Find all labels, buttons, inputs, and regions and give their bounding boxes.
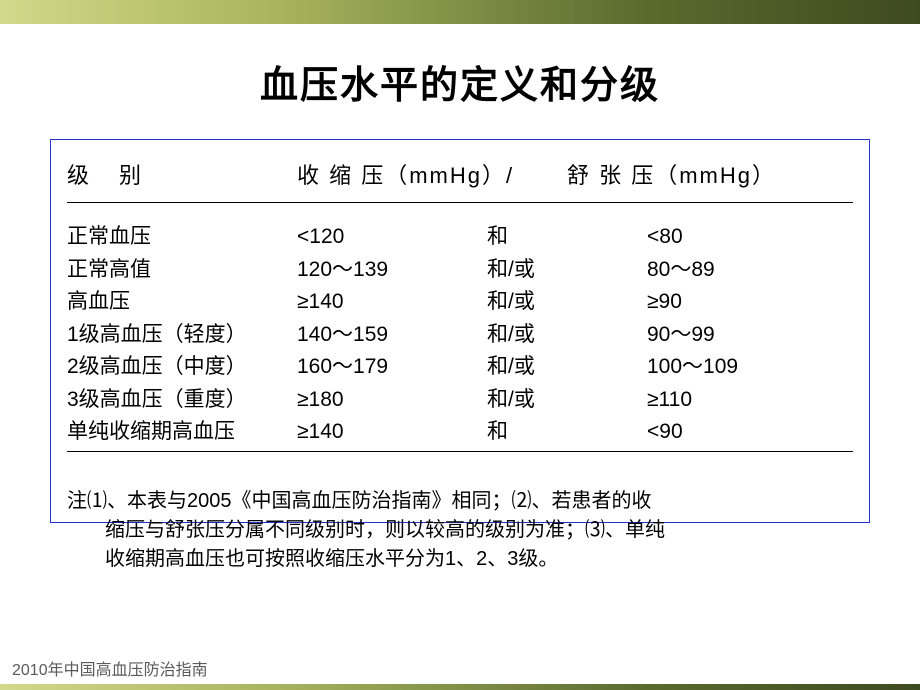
cell-systolic: ≥180 <box>297 384 487 417</box>
cell-systolic: ≥140 <box>297 286 487 319</box>
header-systolic: 收 缩 压（mmHg）/ <box>297 158 567 190</box>
cell-diastolic: 100～109 <box>647 351 847 384</box>
cell-conj: 和/或 <box>487 286 647 319</box>
cell-level: 单纯收缩期高血压 <box>67 416 297 449</box>
bp-table-container: 级 别 收 缩 压（mmHg）/ 舒 张 压（mmHg） 正常血压<120和<8… <box>50 139 870 523</box>
cell-conj: 和/或 <box>487 351 647 384</box>
cell-systolic: 120～139 <box>297 254 487 287</box>
bottom-gradient-bar <box>0 684 920 690</box>
cell-systolic: 140～159 <box>297 319 487 352</box>
cell-conj: 和 <box>487 416 647 449</box>
cell-diastolic: <80 <box>647 221 847 254</box>
table-row: 正常高值120～139和/或80～89 <box>67 254 853 287</box>
cell-conj: 和/或 <box>487 319 647 352</box>
top-gradient-bar <box>0 0 920 24</box>
table-row: 2级高血压（中度）160～179和/或100～109 <box>67 351 853 384</box>
footer-text: 2010年中国高血压防治指南 <box>12 656 208 680</box>
slide-content: 血压水平的定义和分级 级 别 收 缩 压（mmHg）/ 舒 张 压（mmHg） … <box>0 24 920 523</box>
cell-conj: 和 <box>487 221 647 254</box>
cell-diastolic: 80～89 <box>647 254 847 287</box>
cell-level: 正常高值 <box>67 254 297 287</box>
table-row: 正常血压<120和<80 <box>67 221 853 254</box>
table-bottom-rule <box>67 451 853 452</box>
note-line-1: 注⑴、本表与2005《中国高血压防治指南》相同；⑵、若患者的收 <box>67 490 652 512</box>
cell-level: 正常血压 <box>67 221 297 254</box>
cell-systolic: ≥140 <box>297 416 487 449</box>
header-level: 级 别 <box>67 158 297 190</box>
table-row: 单纯收缩期高血压≥140和<90 <box>67 416 853 449</box>
cell-level: 2级高血压（中度） <box>67 351 297 384</box>
table-header: 级 别 收 缩 压（mmHg）/ 舒 张 压（mmHg） <box>67 158 853 203</box>
header-diastolic: 舒 张 压（mmHg） <box>567 158 847 190</box>
cell-diastolic: ≥110 <box>647 384 847 417</box>
page-title: 血压水平的定义和分级 <box>50 54 870 109</box>
note-line-2: 缩压与舒张压分属不同级别时，则以较高的级别为准；⑶、单纯 <box>67 516 853 545</box>
cell-level: 3级高血压（重度） <box>67 384 297 417</box>
cell-diastolic: ≥90 <box>647 286 847 319</box>
cell-level: 1级高血压（轻度） <box>67 319 297 352</box>
cell-systolic: 160～179 <box>297 351 487 384</box>
cell-conj: 和/或 <box>487 254 647 287</box>
table-body: 正常血压<120和<80正常高值120～139和/或80～89高血压≥140和/… <box>67 203 853 449</box>
table-note: 注⑴、本表与2005《中国高血压防治指南》相同；⑵、若患者的收 缩压与舒张压分属… <box>67 487 853 574</box>
cell-diastolic: 90～99 <box>647 319 847 352</box>
cell-diastolic: <90 <box>647 416 847 449</box>
table-row: 1级高血压（轻度）140～159和/或90～99 <box>67 319 853 352</box>
table-row: 高血压≥140和/或≥90 <box>67 286 853 319</box>
cell-level: 高血压 <box>67 286 297 319</box>
table-row: 3级高血压（重度）≥180和/或≥110 <box>67 384 853 417</box>
note-line-3: 收缩期高血压也可按照收缩压水平分为1、2、3级。 <box>67 545 853 574</box>
cell-systolic: <120 <box>297 221 487 254</box>
cell-conj: 和/或 <box>487 384 647 417</box>
